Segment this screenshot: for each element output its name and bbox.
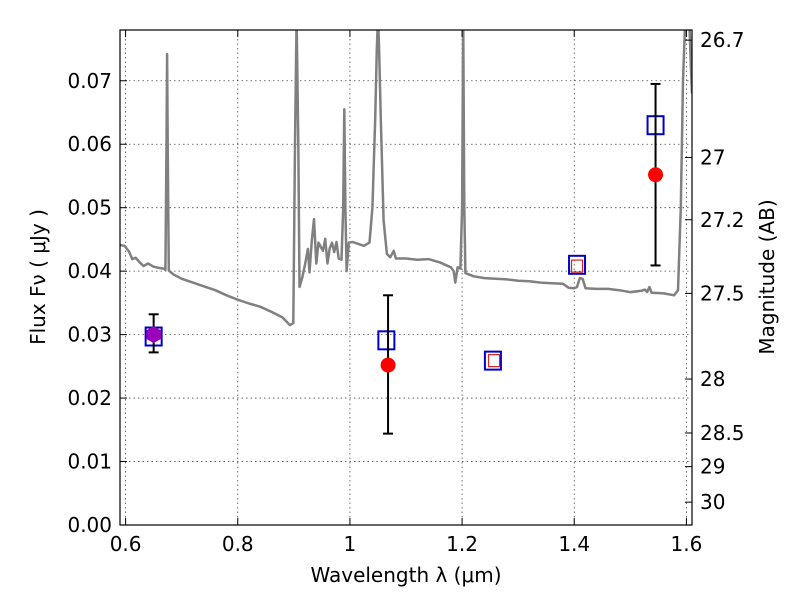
x-tick-label: 1.2: [446, 532, 478, 556]
model-flux-square: [568, 254, 587, 275]
right-tick-label: 28: [700, 367, 725, 391]
grid: [120, 30, 692, 526]
x-axis: 0.6 0.8 1 1.2 1.4 1.6: [110, 30, 702, 556]
right-tick-label: 27: [700, 146, 725, 170]
y-axis-left: 0.00 0.01 0.02 0.03 0.04 0.05 0.06 0.07: [67, 69, 127, 537]
y-axis-right: 26.7 27 27.2 27.5 28 28.5 29 30: [685, 28, 745, 514]
y-axis-label: Flux Fν ( μJy ): [26, 209, 50, 345]
right-tick-label: 26.7: [700, 28, 745, 52]
observed-flux-hexagon: [146, 326, 161, 344]
right-tick-label: 27.2: [700, 208, 745, 232]
plot-frame: [119, 29, 693, 526]
observed-flux-point: [380, 357, 396, 373]
right-tick-label: 29: [700, 455, 725, 479]
x-axis-label: Wavelength λ (μm): [310, 563, 501, 587]
x-tick-label: 1.4: [558, 532, 590, 556]
plot-area: [120, 30, 692, 435]
y-tick-label: 0.05: [67, 196, 112, 220]
y-tick-label: 0.02: [67, 386, 112, 410]
y-tick-label: 0.04: [67, 259, 112, 283]
right-tick-label: 27.5: [700, 281, 745, 305]
model-spectrum-line: [120, 30, 692, 327]
y-axis-right-label: Magnitude (AB): [755, 199, 779, 354]
y-tick-label: 0.03: [67, 323, 112, 347]
right-tick-label: 30: [700, 490, 725, 514]
right-tick-label: 28.5: [700, 421, 745, 445]
x-tick-label: 1: [344, 532, 357, 556]
x-tick-label: 0.6: [110, 532, 142, 556]
y-tick-label: 0.01: [67, 450, 112, 474]
x-tick-label: 0.8: [222, 532, 254, 556]
y-tick-label: 0.00: [67, 513, 112, 537]
synthetic-flux-square: [570, 259, 584, 273]
observed-flux-point: [648, 167, 664, 183]
model-flux-square: [377, 330, 396, 351]
synthetic-flux-square: [487, 354, 501, 368]
x-tick-label: 1.6: [670, 532, 702, 556]
y-tick-label: 0.07: [67, 69, 112, 93]
model-flux-square: [483, 350, 502, 371]
y-tick-label: 0.06: [67, 132, 112, 156]
